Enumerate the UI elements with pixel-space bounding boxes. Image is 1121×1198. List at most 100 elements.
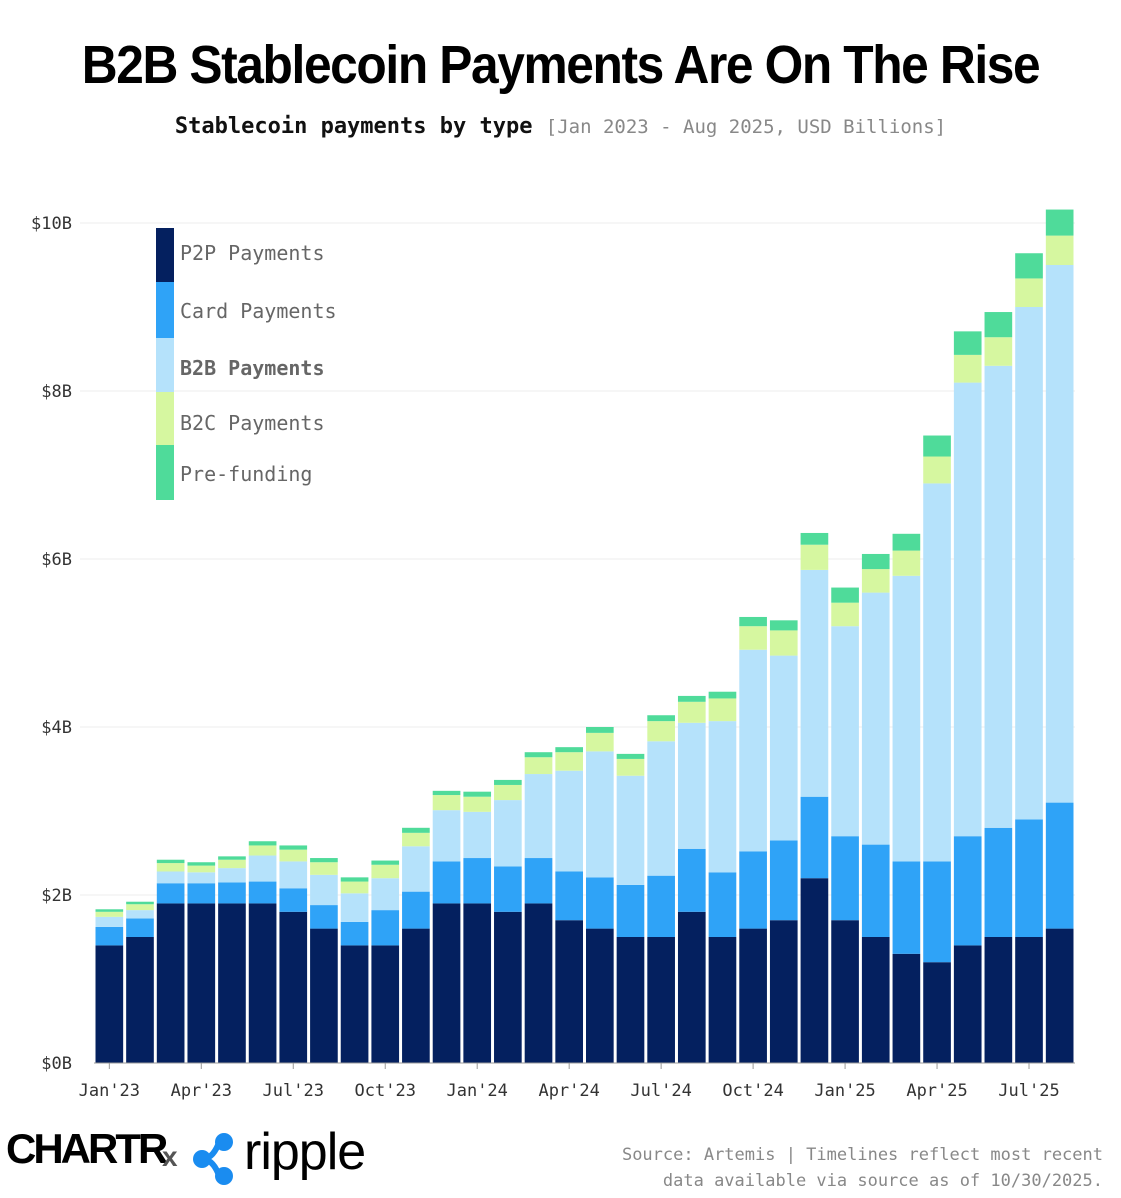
bar-segment bbox=[156, 903, 185, 1063]
x-tick-label: Jan'25 bbox=[814, 1081, 875, 1101]
legend: P2P Payments Card Payments B2B Payments B2C… bbox=[156, 228, 337, 500]
bar-segment bbox=[463, 811, 492, 859]
bar-segment bbox=[616, 937, 645, 1063]
bar-segment bbox=[402, 827, 430, 833]
bar-segment bbox=[769, 630, 798, 656]
subtitle-main: Stablecoin payments by type bbox=[174, 114, 533, 139]
bar-segment bbox=[156, 883, 185, 904]
bar-segment bbox=[953, 836, 982, 946]
bar-segment bbox=[95, 926, 124, 946]
y-tick-label: $10B bbox=[31, 214, 72, 234]
bar-segment bbox=[156, 863, 185, 872]
legend-swatch bbox=[156, 282, 174, 338]
bar-segment bbox=[187, 883, 216, 904]
bar-segment bbox=[892, 953, 921, 1063]
bar-segment bbox=[769, 620, 798, 631]
bar-segment bbox=[1015, 937, 1043, 1063]
ripple-logo-icon bbox=[193, 1133, 233, 1185]
bar-segment bbox=[800, 569, 829, 797]
bar-segment bbox=[432, 795, 461, 811]
bar-segment bbox=[371, 860, 400, 865]
y-axis-ticks: $0B $2B $4B $6B $8B $10B bbox=[31, 214, 72, 1074]
bar-segment bbox=[494, 866, 522, 912]
bar-segment bbox=[739, 928, 767, 1063]
bar-segment bbox=[892, 575, 921, 862]
legend-swatch bbox=[156, 228, 174, 282]
bar-segment bbox=[463, 791, 492, 797]
bar-segment bbox=[187, 865, 216, 873]
bar-segment bbox=[739, 616, 767, 627]
bar-segment bbox=[371, 910, 400, 946]
bar-segment bbox=[800, 878, 829, 1063]
bar-segment bbox=[892, 550, 921, 576]
bar-segment bbox=[187, 872, 216, 884]
logo-separator: x bbox=[162, 1141, 178, 1172]
y-tick-label: $8B bbox=[41, 382, 72, 402]
bar-segment bbox=[739, 649, 767, 852]
bar-segment bbox=[463, 858, 492, 904]
bar-segment bbox=[524, 903, 553, 1063]
chartr-logo: CHARTR bbox=[6, 1125, 168, 1172]
bar-segment bbox=[677, 722, 706, 849]
bar-segment bbox=[95, 909, 124, 912]
bar-segment bbox=[187, 903, 216, 1063]
bar-segment bbox=[187, 862, 216, 866]
x-tick-label: Oct'23 bbox=[355, 1081, 416, 1101]
bar-segment bbox=[831, 626, 859, 837]
bar-segment bbox=[677, 848, 706, 912]
bar-segment bbox=[126, 904, 154, 911]
bar-segment bbox=[432, 810, 461, 862]
legend-label: Pre-funding bbox=[180, 462, 312, 486]
bar-segment bbox=[371, 945, 400, 1063]
bar-segment bbox=[1045, 235, 1074, 265]
bar-segment bbox=[831, 587, 859, 603]
bar-segment bbox=[861, 553, 890, 570]
bar-segment bbox=[248, 855, 277, 882]
bar-segment bbox=[310, 858, 338, 863]
bar-segment bbox=[984, 337, 1013, 366]
bar-segment bbox=[923, 456, 951, 484]
y-tick-label: $4B bbox=[41, 718, 72, 738]
bar-segment bbox=[432, 903, 461, 1063]
bar-segment bbox=[248, 903, 277, 1063]
bar-segment bbox=[340, 877, 369, 882]
bar-segment bbox=[279, 861, 308, 889]
x-axis-ticks: Jan'23 Apr'23 Jul'23 Oct'23 Jan'24 Apr'24 Jul'… bbox=[79, 1063, 1060, 1101]
bar-segment bbox=[1045, 928, 1074, 1063]
bar-segment bbox=[95, 916, 124, 927]
bar-segment bbox=[984, 312, 1013, 338]
bar-segment bbox=[555, 752, 583, 771]
bar-segment bbox=[1015, 307, 1043, 820]
bar-segment bbox=[402, 891, 430, 929]
bar-segment bbox=[126, 901, 154, 905]
x-tick-label: Jan'23 bbox=[79, 1081, 140, 1101]
bar-segment bbox=[218, 868, 246, 883]
bar-segment bbox=[279, 845, 308, 850]
bar-segment bbox=[248, 845, 277, 856]
bar-segment bbox=[494, 779, 522, 785]
legend-swatch bbox=[156, 445, 174, 500]
bar-segment bbox=[279, 888, 308, 912]
bar-segment bbox=[616, 884, 645, 937]
source-line-2: data available via source as of 10/30/20… bbox=[662, 1171, 1103, 1191]
bar-segment bbox=[647, 741, 675, 876]
bar-segment bbox=[524, 858, 553, 904]
bar-segment bbox=[923, 483, 951, 862]
bar-segment bbox=[555, 770, 583, 872]
bar-segment bbox=[953, 945, 982, 1063]
bar-segment bbox=[708, 872, 737, 937]
subtitle-note: [Jan 2023 - Aug 2025, USD Billions] bbox=[545, 116, 947, 138]
bar-segment bbox=[310, 862, 338, 875]
x-tick-label: Jul'23 bbox=[263, 1081, 324, 1101]
bar-segment bbox=[463, 796, 492, 812]
bar-segment bbox=[156, 859, 185, 864]
bar-segment bbox=[95, 945, 124, 1063]
bar-segment bbox=[616, 775, 645, 885]
x-tick-label: Apr'23 bbox=[171, 1081, 232, 1101]
bar-segment bbox=[1045, 265, 1074, 803]
chart-title: B2B Stablecoin Payments Are On The Rise bbox=[81, 35, 1041, 95]
bar-segment bbox=[953, 354, 982, 383]
source-note: Source: Artemis | Timelines reflect most… bbox=[543, 1142, 1103, 1194]
bar-segment bbox=[494, 784, 522, 801]
legend-label: P2P Payments bbox=[180, 241, 325, 265]
